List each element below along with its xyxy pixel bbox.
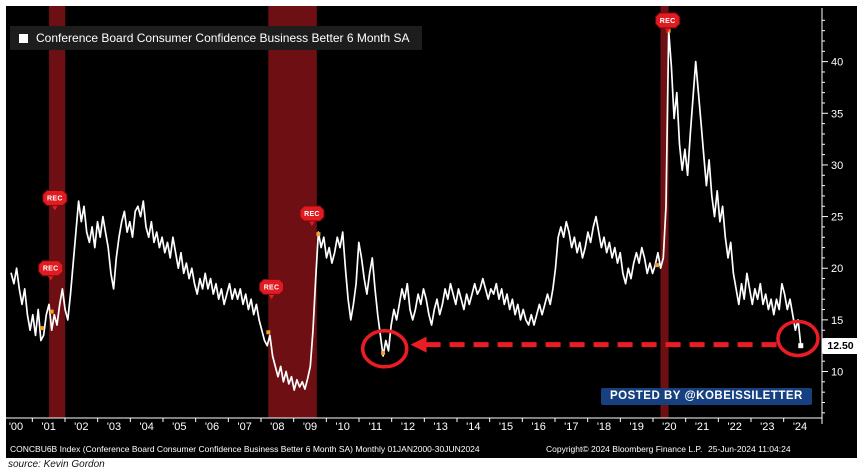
data-marker bbox=[39, 326, 44, 331]
x-tick-label: '24 bbox=[793, 421, 807, 433]
x-tick-label: '22 bbox=[727, 421, 741, 433]
rec-badge-pointer bbox=[268, 294, 275, 300]
last-value-label: 12.50 bbox=[822, 337, 859, 354]
rec-badge bbox=[299, 205, 325, 222]
annotation-arrow-head bbox=[410, 336, 427, 353]
y-tick-label: 25 bbox=[831, 212, 843, 224]
x-tick-label: '07 bbox=[237, 421, 251, 433]
footer-copyright: Copyright© 2024 Bloomberg Finance L.P. bbox=[546, 444, 703, 454]
x-tick-label: '19 bbox=[629, 421, 643, 433]
legend-series-label: Conference Board Consumer Confidence Bus… bbox=[36, 31, 410, 45]
x-tick-label: '16 bbox=[531, 421, 545, 433]
footer-timestamp: 25-Jun-2024 11:04:24 bbox=[708, 444, 791, 454]
x-tick-label: '02 bbox=[74, 421, 88, 433]
x-tick-label: '01 bbox=[41, 421, 55, 433]
recession-band bbox=[660, 6, 669, 418]
x-tick-label: '03 bbox=[107, 421, 121, 433]
x-tick-label: '14 bbox=[466, 421, 480, 433]
x-tick-label: '00 bbox=[9, 421, 23, 433]
x-tick-label: '05 bbox=[172, 421, 186, 433]
data-marker bbox=[266, 330, 271, 335]
y-tick-label: 30 bbox=[831, 160, 843, 172]
x-tick-label: '20 bbox=[662, 421, 676, 433]
x-tick-label: '06 bbox=[205, 421, 219, 433]
x-tick-label: '08 bbox=[270, 421, 284, 433]
rec-badge-pointer bbox=[51, 205, 58, 211]
rec-badge-pointer bbox=[308, 220, 315, 226]
y-tick-label: 40 bbox=[831, 57, 843, 69]
rec-badge bbox=[38, 260, 64, 277]
data-marker bbox=[381, 350, 386, 355]
x-tick-label: '18 bbox=[597, 421, 611, 433]
rec-badge bbox=[655, 12, 681, 29]
y-tick-label: 20 bbox=[831, 263, 843, 275]
legend: Conference Board Consumer Confidence Bus… bbox=[10, 26, 422, 50]
x-tick-label: '23 bbox=[760, 421, 774, 433]
rec-badge bbox=[259, 278, 285, 295]
annotation-circle bbox=[360, 329, 409, 369]
legend-series-swatch bbox=[19, 33, 28, 43]
data-marker bbox=[49, 309, 54, 314]
data-marker bbox=[654, 263, 659, 268]
x-tick-label: '15 bbox=[499, 421, 513, 433]
y-tick-label: 10 bbox=[831, 367, 843, 379]
last-point-marker bbox=[798, 343, 804, 349]
rec-badge-label: REC bbox=[264, 284, 280, 291]
rec-badge bbox=[42, 189, 68, 206]
source-credit: source: Kevin Gordon bbox=[8, 459, 105, 470]
y-tick-label: 15 bbox=[831, 315, 843, 327]
footer-ticker-info: CONCBU6B Index (Conference Board Consume… bbox=[10, 444, 480, 454]
rec-badge-pointer bbox=[47, 275, 54, 281]
rec-badge-label: REC bbox=[660, 18, 676, 25]
y-tick-label: 35 bbox=[831, 108, 843, 120]
x-tick-label: '09 bbox=[303, 421, 317, 433]
x-tick-label: '13 bbox=[433, 421, 447, 433]
x-tick-label: '17 bbox=[564, 421, 578, 433]
recession-band bbox=[49, 6, 66, 418]
rec-badge-label: REC bbox=[47, 195, 63, 202]
annotation-circle bbox=[776, 319, 820, 358]
rec-badge-label: REC bbox=[43, 266, 59, 273]
x-tick-label: '04 bbox=[139, 421, 153, 433]
x-tick-label: '11 bbox=[369, 421, 383, 433]
watermark-badge: POSTED BY @KOBEISSILETTER bbox=[601, 388, 812, 405]
rec-badge-label: REC bbox=[304, 211, 320, 218]
data-marker bbox=[316, 232, 321, 237]
x-tick-label: '12 bbox=[401, 421, 415, 433]
footer: CONCBU6B Index (Conference Board Consume… bbox=[0, 444, 857, 456]
x-tick-label: '10 bbox=[335, 421, 349, 433]
series-line bbox=[10, 29, 802, 391]
x-tick-label: '21 bbox=[695, 421, 709, 433]
rec-badge-pointer bbox=[664, 27, 671, 33]
